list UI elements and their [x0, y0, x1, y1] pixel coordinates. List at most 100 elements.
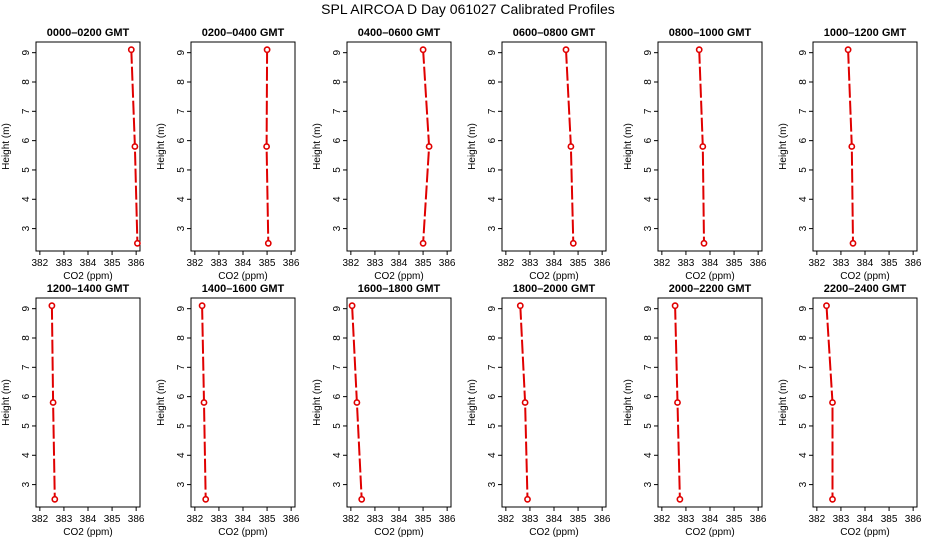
panel-title: 1800–2000 GMT: [513, 283, 596, 295]
y-tick-label: 8: [176, 335, 187, 341]
y-tick-label: 7: [176, 364, 187, 370]
data-point: [562, 46, 570, 54]
y-tick-label: 7: [176, 108, 187, 114]
panel-title: 1600–1800 GMT: [358, 283, 441, 295]
x-tick-label: 382: [32, 258, 49, 269]
x-tick-label: 384: [235, 514, 252, 525]
y-tick-label: 9: [798, 305, 809, 311]
x-tick-label: 384: [702, 514, 719, 525]
data-point: [829, 495, 836, 503]
x-axis-label: CO2 (ppm): [685, 271, 734, 282]
y-tick-label: 3: [487, 225, 498, 231]
x-tick-label: 383: [833, 514, 850, 525]
data-point: [425, 143, 433, 150]
y-tick-label: 8: [643, 79, 654, 85]
y-tick-label: 8: [487, 79, 498, 85]
panel-12: 2200–2400 GMT 382 383 384 385 386 3 4 5 6 7 8 9 CO2 (…: [778, 283, 922, 538]
y-axis-label: Height (m): [778, 123, 789, 170]
x-tick-label: 384: [857, 258, 874, 269]
y-tick-label: 5: [487, 423, 498, 429]
x-tick-label: 383: [367, 514, 384, 525]
x-tick-label: 383: [211, 514, 228, 525]
y-tick-label: 8: [798, 335, 809, 341]
y-tick-label: 3: [176, 225, 187, 231]
y-axis-label: Height (m): [1, 123, 12, 170]
y-tick-label: 6: [176, 137, 187, 143]
y-tick-label: 6: [332, 137, 343, 143]
y-tick-label: 8: [643, 335, 654, 341]
y-tick-label: 4: [332, 452, 343, 458]
x-tick-label: 386: [905, 514, 922, 525]
y-tick-label: 4: [487, 452, 498, 458]
y-tick-label: 5: [21, 423, 32, 429]
x-tick-label: 386: [750, 514, 767, 525]
x-tick-label: 386: [905, 258, 922, 269]
y-tick-label: 5: [643, 167, 654, 173]
y-axis-label: Height (m): [778, 379, 789, 426]
x-tick-label: 383: [678, 514, 695, 525]
panel-title: 1000–1200 GMT: [824, 27, 907, 39]
data-point: [200, 399, 208, 406]
data-point: [516, 302, 524, 310]
data-point: [699, 143, 707, 150]
x-tick-label: 385: [881, 258, 898, 269]
y-tick-label: 3: [798, 225, 809, 231]
y-tick-label: 8: [332, 79, 343, 85]
x-tick-label: 383: [522, 258, 539, 269]
y-tick-label: 7: [643, 364, 654, 370]
y-tick-label: 9: [798, 49, 809, 55]
x-tick-label: 382: [498, 258, 515, 269]
y-tick-label: 8: [21, 335, 32, 341]
y-tick-label: 8: [21, 79, 32, 85]
y-tick-label: 6: [332, 393, 343, 399]
data-point: [133, 239, 141, 247]
data-point: [131, 143, 139, 150]
data-point: [51, 495, 59, 503]
plot-frame: [501, 41, 607, 252]
y-tick-label: 7: [332, 364, 343, 370]
y-tick-label: 7: [798, 108, 809, 114]
data-point: [829, 399, 836, 406]
y-tick-label: 8: [487, 335, 498, 341]
x-tick-label: 385: [726, 258, 743, 269]
x-tick-label: 385: [570, 514, 587, 525]
data-point: [695, 46, 703, 54]
y-tick-label: 6: [21, 393, 32, 399]
x-tick-label: 386: [283, 514, 300, 525]
x-axis-label: CO2 (ppm): [374, 271, 423, 282]
x-tick-label: 386: [594, 514, 611, 525]
data-point: [419, 239, 427, 247]
y-tick-label: 5: [487, 167, 498, 173]
plot-frame: [190, 41, 296, 252]
x-tick-label: 383: [522, 514, 539, 525]
x-tick-label: 383: [367, 258, 384, 269]
y-axis-label: Height (m): [623, 379, 634, 426]
y-tick-label: 6: [798, 393, 809, 399]
x-tick-label: 385: [104, 514, 121, 525]
x-axis-label: CO2 (ppm): [840, 527, 889, 538]
x-axis-label: CO2 (ppm): [529, 527, 578, 538]
x-tick-label: 385: [881, 514, 898, 525]
data-point: [567, 143, 575, 150]
y-tick-label: 4: [176, 196, 187, 202]
x-tick-label: 382: [809, 514, 826, 525]
x-tick-label: 384: [391, 258, 408, 269]
y-axis-label: Height (m): [312, 123, 323, 170]
y-axis-label: Height (m): [623, 123, 634, 170]
y-tick-label: 3: [643, 481, 654, 487]
y-tick-label: 3: [487, 481, 498, 487]
x-tick-label: 382: [654, 514, 671, 525]
y-axis-label: Height (m): [156, 379, 167, 426]
data-point: [198, 302, 206, 310]
y-tick-label: 7: [798, 364, 809, 370]
x-tick-label: 382: [654, 258, 671, 269]
panel-title: 1200–1400 GMT: [47, 283, 130, 295]
y-tick-label: 4: [798, 452, 809, 458]
x-tick-label: 383: [56, 514, 73, 525]
y-tick-label: 3: [798, 481, 809, 487]
data-point: [48, 302, 56, 310]
y-tick-label: 5: [176, 167, 187, 173]
panel-2: 0200–0400 GMT 382 383 384 385 386 3 4 5 6 7 8 9 CO2 (…: [156, 27, 300, 282]
y-tick-label: 9: [176, 305, 187, 311]
